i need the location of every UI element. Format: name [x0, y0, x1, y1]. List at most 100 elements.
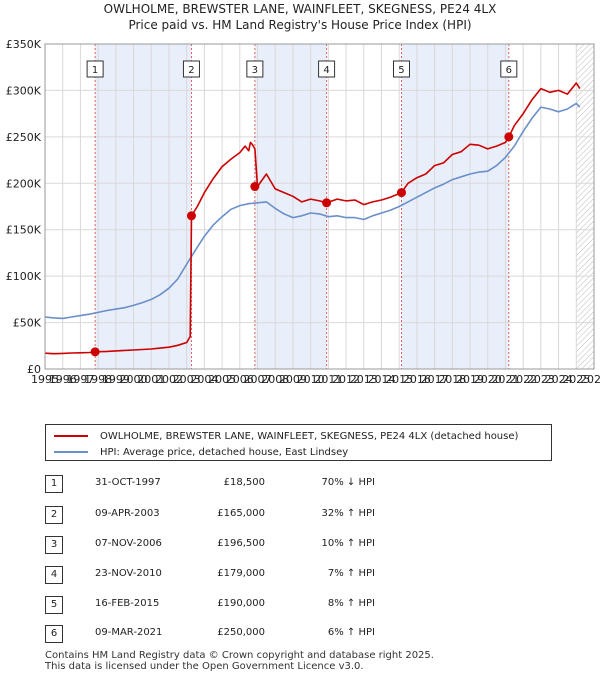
sale-number-badge: 2 [45, 506, 63, 524]
forecast-hatch [576, 44, 594, 369]
legend-label-property: OWLHOLME, BREWSTER LANE, WAINFLEET, SKEG… [100, 430, 519, 442]
x-tick-label: 2023 [527, 373, 555, 386]
sale-marker-box [86, 60, 104, 78]
sale-marker-number: 5 [398, 65, 404, 76]
sale-marker-number: 1 [92, 65, 98, 76]
y-tick-label: £200K [6, 177, 42, 190]
legend-item-hpi: HPI: Average price, detached house, East… [54, 444, 348, 460]
sale-hpi-comparison: 8% ↑ HPI [327, 598, 375, 609]
x-tick-label: 2005 [208, 373, 236, 386]
x-tick-label: 2008 [261, 373, 289, 386]
sale-marker-box [392, 60, 410, 78]
sale-hpi-comparison: 10% ↑ HPI [321, 538, 375, 549]
sale-date: 16-FEB-2015 [95, 598, 160, 609]
sale-price: £196,500 [217, 538, 265, 549]
sale-point [322, 198, 332, 208]
sale-number-badge: 5 [45, 596, 63, 614]
x-tick-label: 2002 [155, 373, 183, 386]
sale-date: 31-OCT-1997 [95, 477, 161, 488]
x-tick-label: 2026 [580, 373, 600, 386]
x-tick-label: 1996 [49, 373, 77, 386]
x-tick-label: 2010 [297, 373, 325, 386]
x-tick-label: 2018 [438, 373, 466, 386]
x-tick-label: 2001 [137, 373, 165, 386]
sale-hpi-comparison: 32% ↑ HPI [321, 508, 375, 519]
table-row: 6 09-MAR-2021 £250,000 6% ↑ HPI [45, 625, 565, 647]
x-tick-label: 2024 [545, 373, 573, 386]
table-row: 5 16-FEB-2015 £190,000 8% ↑ HPI [45, 596, 565, 618]
chart-title-line-1: OWLHOLME, BREWSTER LANE, WAINFLEET, SKEG… [103, 2, 497, 16]
x-tick-label: 2025 [562, 373, 590, 386]
attribution-footer: Contains HM Land Registry data © Crown c… [45, 650, 434, 672]
sale-hpi-comparison: 70% ↓ HPI [321, 477, 375, 488]
sale-number-badge: 1 [45, 475, 63, 493]
x-tick-label: 2009 [279, 373, 307, 386]
x-tick-label: 2020 [474, 373, 502, 386]
sale-price: £165,000 [217, 508, 265, 519]
sale-hpi-comparison: 6% ↑ HPI [327, 627, 375, 638]
sale-marker-number: 3 [252, 65, 258, 76]
x-tick-label: 2003 [173, 373, 201, 386]
x-tick-label: 2011 [314, 373, 342, 386]
sale-marker-number: 6 [506, 65, 512, 76]
sale-hpi-comparison: 7% ↑ HPI [327, 568, 375, 579]
x-tick-label: 2013 [350, 373, 378, 386]
price-chart: 1 2 3 4 5 6 £0 £50K £100K £150K £200K £250K £300K £3… [6, 38, 600, 386]
y-tick-label: £250K [6, 131, 42, 144]
x-tick-label: 2012 [332, 373, 360, 386]
x-tick-label: 1999 [102, 373, 130, 386]
table-row: 2 09-APR-2003 £165,000 32% ↑ HPI [45, 506, 565, 528]
x-tick-label: 2015 [385, 373, 413, 386]
sale-number-badge: 6 [45, 625, 63, 643]
y-tick-label: £100K [6, 270, 42, 283]
sale-date: 09-APR-2003 [95, 508, 160, 519]
sale-date: 23-NOV-2010 [95, 568, 162, 579]
x-tick-label: 2021 [491, 373, 519, 386]
sale-period-band [401, 44, 509, 369]
sale-number-badge: 4 [45, 566, 63, 584]
sale-date: 07-NOV-2006 [95, 538, 162, 549]
legend-swatch-property [54, 435, 88, 437]
hpi-line [44, 102, 581, 320]
sale-number-badge: 3 [45, 536, 63, 554]
x-tick-label: 2000 [120, 373, 148, 386]
legend-item-property: OWLHOLME, BREWSTER LANE, WAINFLEET, SKEG… [54, 428, 518, 444]
x-tick-label: 2022 [509, 373, 537, 386]
table-row: 3 07-NOV-2006 £196,500 10% ↑ HPI [45, 536, 565, 558]
plot-border [44, 43, 595, 370]
sale-price: £190,000 [217, 598, 265, 609]
sale-marker-number: 2 [188, 65, 194, 76]
sale-period-band [95, 44, 192, 369]
sale-date: 09-MAR-2021 [95, 627, 163, 638]
x-tick-label: 2017 [421, 373, 449, 386]
sale-price: £250,000 [217, 627, 265, 638]
x-tick-label: 2006 [226, 373, 254, 386]
x-tick-label: 2007 [244, 373, 272, 386]
sale-marker-box [246, 60, 264, 78]
table-row: 1 31-OCT-1997 £18,500 70% ↓ HPI [45, 475, 565, 497]
copyright-text: Contains HM Land Registry data © Crown c… [45, 650, 434, 661]
legend-label-hpi: HPI: Average price, detached house, East… [100, 446, 349, 458]
x-tick-label: 2019 [456, 373, 484, 386]
x-tick-label: 2014 [367, 373, 395, 386]
x-tick-label: 1998 [84, 373, 112, 386]
sale-point [504, 132, 514, 142]
legend-swatch-hpi [54, 451, 88, 453]
chart-title: OWLHOLME, BREWSTER LANE, WAINFLEET, SKEG… [0, 2, 600, 32]
table-row: 4 23-NOV-2010 £179,000 7% ↑ HPI [45, 566, 565, 588]
property-price-line [44, 82, 581, 355]
x-tick-label: 1997 [66, 373, 94, 386]
chart-subtitle: Price paid vs. HM Land Registry's House … [128, 18, 472, 32]
sale-marker-box [318, 60, 336, 78]
sale-point [90, 347, 100, 357]
licence-text: This data is licensed under the Open Gov… [45, 661, 364, 672]
y-tick-label: £50K [13, 317, 42, 330]
y-tick-label: £300K [6, 84, 42, 97]
x-tick-label: 2004 [190, 373, 218, 386]
y-tick-label: £350K [6, 38, 42, 51]
sale-point [250, 182, 260, 192]
sale-point [186, 211, 196, 221]
x-tick-label: 2016 [403, 373, 431, 386]
sale-marker-number: 4 [323, 65, 329, 76]
sale-period-band [254, 44, 327, 369]
